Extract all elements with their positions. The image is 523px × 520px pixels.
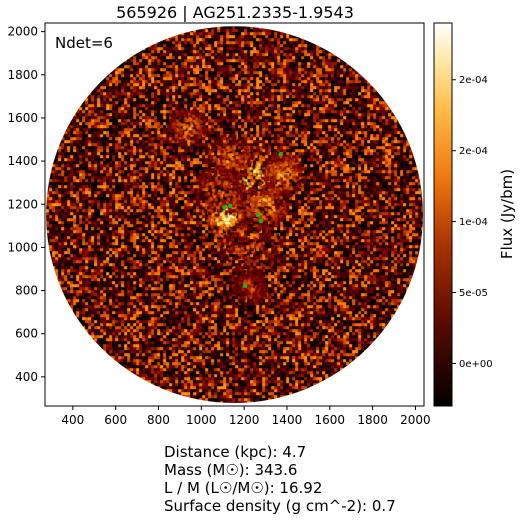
y-tick-label-800: 800 bbox=[15, 284, 38, 298]
distance-text: Distance (kpc): 4.7 bbox=[164, 443, 307, 461]
plot-frame bbox=[44, 22, 425, 407]
y-tick-label-600: 600 bbox=[15, 327, 38, 341]
y-tick-label-1000: 1000 bbox=[7, 240, 38, 254]
detection-marker-4 bbox=[258, 218, 264, 224]
source-info: Distance (kpc): 4.7 Mass (M☉): 343.6 L /… bbox=[164, 443, 396, 515]
y-axis: 400 600 800 1000 1200 1400 1600 1800 2000 bbox=[7, 25, 45, 384]
flux-image bbox=[46, 26, 423, 404]
colorbar-gradient bbox=[433, 22, 453, 407]
x-tick-label-2000: 2000 bbox=[400, 413, 431, 427]
y-tick-label-1600: 1600 bbox=[7, 111, 38, 125]
flux-image-raster bbox=[46, 26, 423, 404]
detection-marker-3 bbox=[255, 212, 261, 218]
colorbar-tick-label-0: 0e+00 bbox=[459, 359, 493, 370]
y-tick-label-400: 400 bbox=[15, 370, 38, 384]
x-tick-label-1200: 1200 bbox=[229, 413, 260, 427]
y-tick-label-1400: 1400 bbox=[7, 154, 38, 168]
detection-marker-6 bbox=[243, 283, 248, 289]
ndet-annotation: Ndet=6 bbox=[55, 34, 113, 52]
y-tick-label-1800: 1800 bbox=[7, 68, 38, 82]
lm-text: L / M (L☉/M☉): 16.92 bbox=[164, 479, 323, 497]
colorbar-tick-label-2: 1e-04 bbox=[459, 217, 488, 228]
colorbar-ticks: 0e+00 5e-05 1e-04 2e-04 2e-04 bbox=[452, 75, 493, 370]
x-tick-label-1800: 1800 bbox=[357, 413, 388, 427]
colorbar-tick-label-4: 2e-04 bbox=[459, 75, 488, 86]
x-axis: 400 600 800 1000 1200 1400 1600 1800 2000 bbox=[61, 406, 431, 427]
y-tick-label-1200: 1200 bbox=[7, 197, 38, 211]
x-tick-label-1600: 1600 bbox=[315, 413, 346, 427]
mass-text: Mass (M☉): 343.6 bbox=[164, 461, 298, 479]
x-tick-label-600: 600 bbox=[104, 413, 127, 427]
x-tick-label-1000: 1000 bbox=[186, 413, 217, 427]
colorbar-tick-label-1: 5e-05 bbox=[459, 288, 488, 299]
detection-markers bbox=[222, 151, 283, 289]
x-tick-label-400: 400 bbox=[61, 413, 84, 427]
detection-marker-5 bbox=[278, 151, 283, 157]
chart-title: 565926 | AG251.2335-1.9543 bbox=[116, 3, 354, 22]
x-tick-label-1400: 1400 bbox=[272, 413, 303, 427]
detection-marker-1 bbox=[222, 205, 227, 210]
surface-density-text: Surface density (g cm^-2): 0.7 bbox=[164, 497, 396, 515]
detection-marker-2 bbox=[228, 203, 233, 208]
y-tick-label-2000: 2000 bbox=[7, 25, 38, 39]
colorbar-label: Flux (Jy/bm) bbox=[498, 169, 516, 259]
x-tick-label-800: 800 bbox=[147, 413, 170, 427]
colorbar-tick-label-3: 2e-04 bbox=[459, 146, 488, 157]
